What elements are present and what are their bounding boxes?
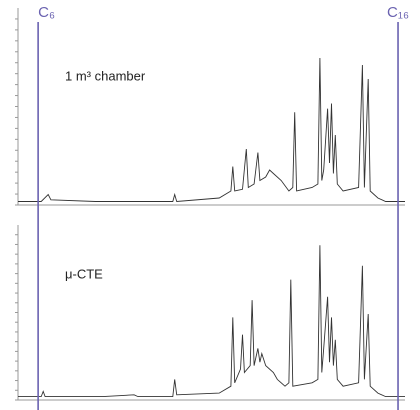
carbon-marker-label: C₁₆ [387,4,409,21]
chromatogram-trace [18,245,405,398]
panel-label: μ-CTE [65,266,103,281]
chromatogram-trace [18,57,405,202]
carbon-marker-label: C₆ [38,4,55,21]
panel-label: 1 m³ chamber [65,68,146,83]
